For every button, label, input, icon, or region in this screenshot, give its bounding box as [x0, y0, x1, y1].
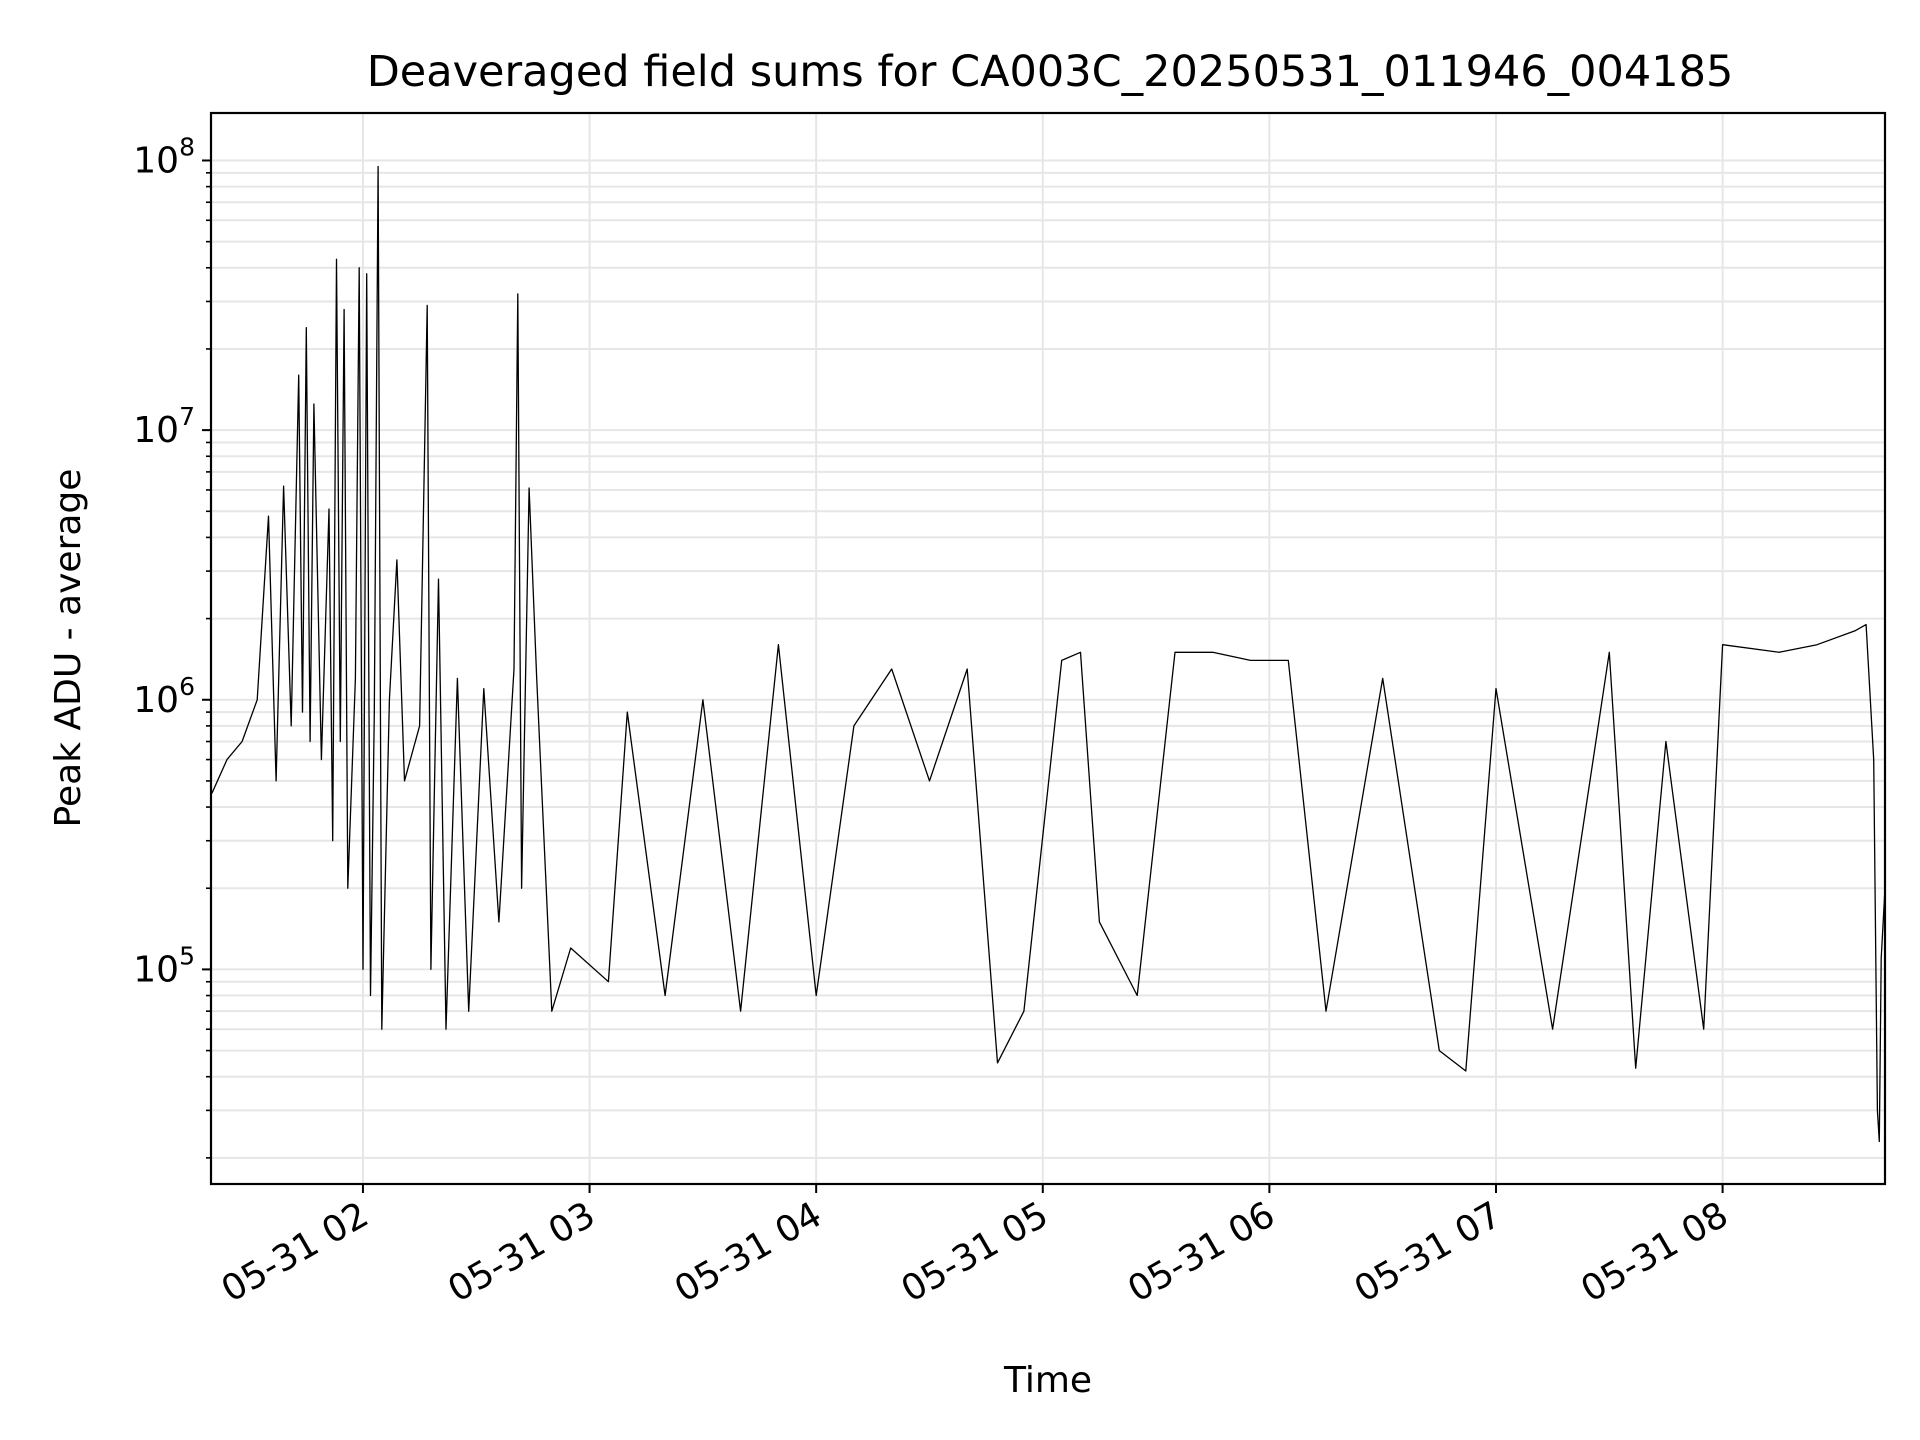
series-line [211, 165, 1885, 1143]
x-axis-label: Time [1003, 1360, 1092, 1401]
series-layer [211, 165, 1885, 1143]
y-tick-exponent: 6 [179, 672, 195, 701]
y-tick-exponent: 5 [179, 941, 195, 970]
plot-frame [209, 111, 1887, 1186]
y-tick-base: 10 [133, 680, 179, 721]
y-axis-label: Peak ADU - average [48, 469, 89, 828]
y-tick-base: 10 [133, 949, 179, 990]
y-tick-exponent: 7 [179, 402, 195, 431]
y-tick-base: 10 [133, 140, 179, 181]
y-tick-base: 10 [133, 410, 179, 451]
y-tick-exponent: 8 [179, 132, 195, 161]
y-tick-label: 107 [133, 402, 195, 451]
y-tick-label: 108 [133, 132, 195, 181]
y-tick-label: 105 [133, 941, 195, 990]
chart-title: Deaveraged field sums for CA003C_2025053… [367, 47, 1734, 97]
y-tick-label: 106 [133, 672, 195, 721]
